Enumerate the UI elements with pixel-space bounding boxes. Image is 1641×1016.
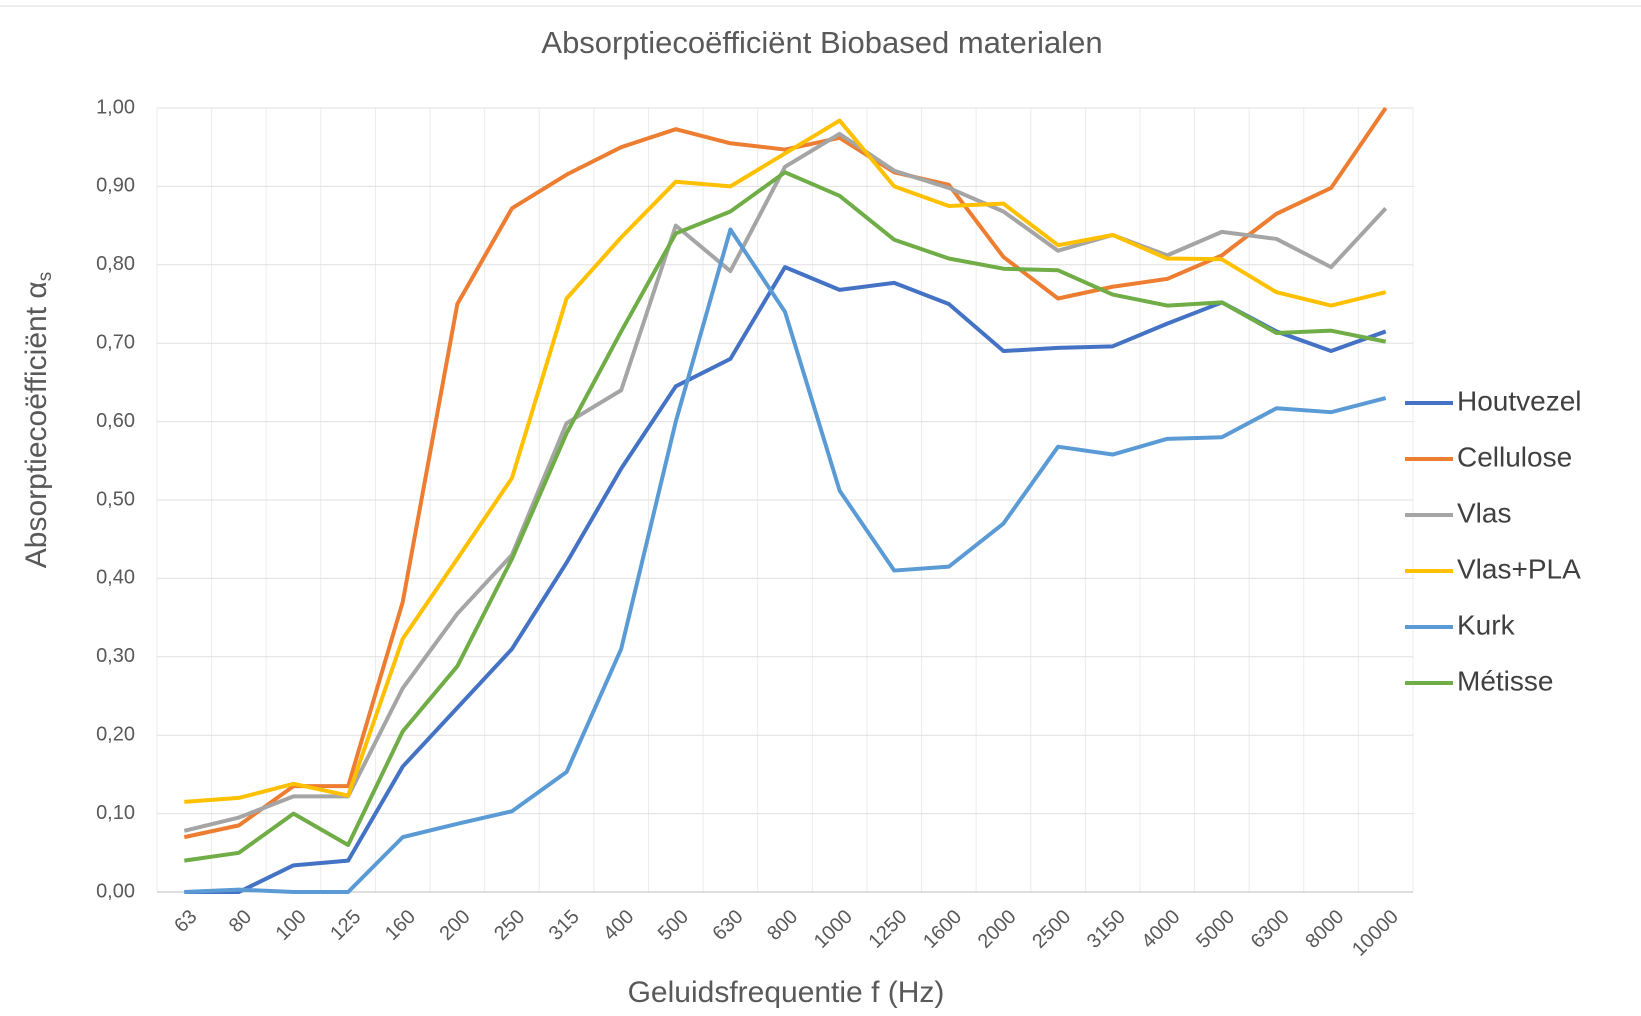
series-line xyxy=(183,106,1388,840)
x-tick-label: 3150 xyxy=(1083,906,1130,953)
x-tick-label: 1250 xyxy=(864,906,911,953)
y-axis-label-main: Absorptiecoëfficiënt α xyxy=(20,281,53,568)
legend-label: Houtvezel xyxy=(1457,385,1582,416)
y-tick-label: 0,80 xyxy=(96,253,135,275)
x-tick-label: 630 xyxy=(709,906,748,945)
x-tick-label: 200 xyxy=(435,906,474,945)
x-tick-label: 6300 xyxy=(1247,906,1294,953)
x-tick-label: 1000 xyxy=(810,906,857,953)
x-tick-label: 63 xyxy=(170,906,201,937)
x-tick-label: 4000 xyxy=(1138,906,1185,953)
y-tick-label: 0,60 xyxy=(96,410,135,432)
x-tick-label: 80 xyxy=(225,906,256,937)
x-tick-label: 160 xyxy=(381,906,420,945)
y-tick-label: 1,00 xyxy=(96,96,135,118)
y-tick-label: 0,50 xyxy=(96,488,135,510)
x-tick-label: 5000 xyxy=(1192,906,1239,953)
y-axis-label: Absorptiecoëfficiënt αs xyxy=(20,272,56,568)
series-line xyxy=(184,227,1387,894)
series-line xyxy=(184,118,1387,804)
x-tick-label: 315 xyxy=(545,906,584,945)
x-tick-label: 10000 xyxy=(1348,906,1403,961)
x-axis-label: Geluidsfrequentie f (Hz) xyxy=(628,976,945,1009)
y-axis-label-subscript: s xyxy=(35,272,56,282)
y-tick-label: 0,20 xyxy=(96,723,135,745)
y-tick-label: 0,90 xyxy=(96,175,135,197)
y-tick-label: 0,10 xyxy=(96,802,135,824)
x-tick-label: 400 xyxy=(599,906,638,945)
y-tick-label: 0,40 xyxy=(96,567,135,589)
x-tick-label: 8000 xyxy=(1301,906,1348,953)
x-tick-label: 500 xyxy=(654,906,693,945)
legend-label: Vlas+PLA xyxy=(1457,553,1581,584)
x-tick-label: 125 xyxy=(326,906,365,945)
x-tick-label: 100 xyxy=(272,906,311,945)
legend-label: Cellulose xyxy=(1457,441,1572,472)
x-tick-label: 1600 xyxy=(919,906,966,953)
y-tick-label: 0,70 xyxy=(96,331,135,353)
series-line xyxy=(184,265,1387,894)
x-tick-label: 250 xyxy=(490,906,529,945)
legend-label: Métisse xyxy=(1457,665,1553,696)
y-tick-label: 0,30 xyxy=(96,645,135,667)
series-line xyxy=(184,170,1387,863)
x-tick-label: 800 xyxy=(763,906,802,945)
x-tick-label: 2000 xyxy=(974,906,1021,953)
series-line xyxy=(183,131,1388,833)
y-tick-label: 0,00 xyxy=(96,880,135,902)
legend-label: Vlas xyxy=(1457,497,1511,528)
x-tick-label: 2500 xyxy=(1028,906,1075,953)
chart-title: Absorptiecoëfficiënt Biobased materialen xyxy=(541,25,1102,60)
legend-label: Kurk xyxy=(1457,609,1516,640)
